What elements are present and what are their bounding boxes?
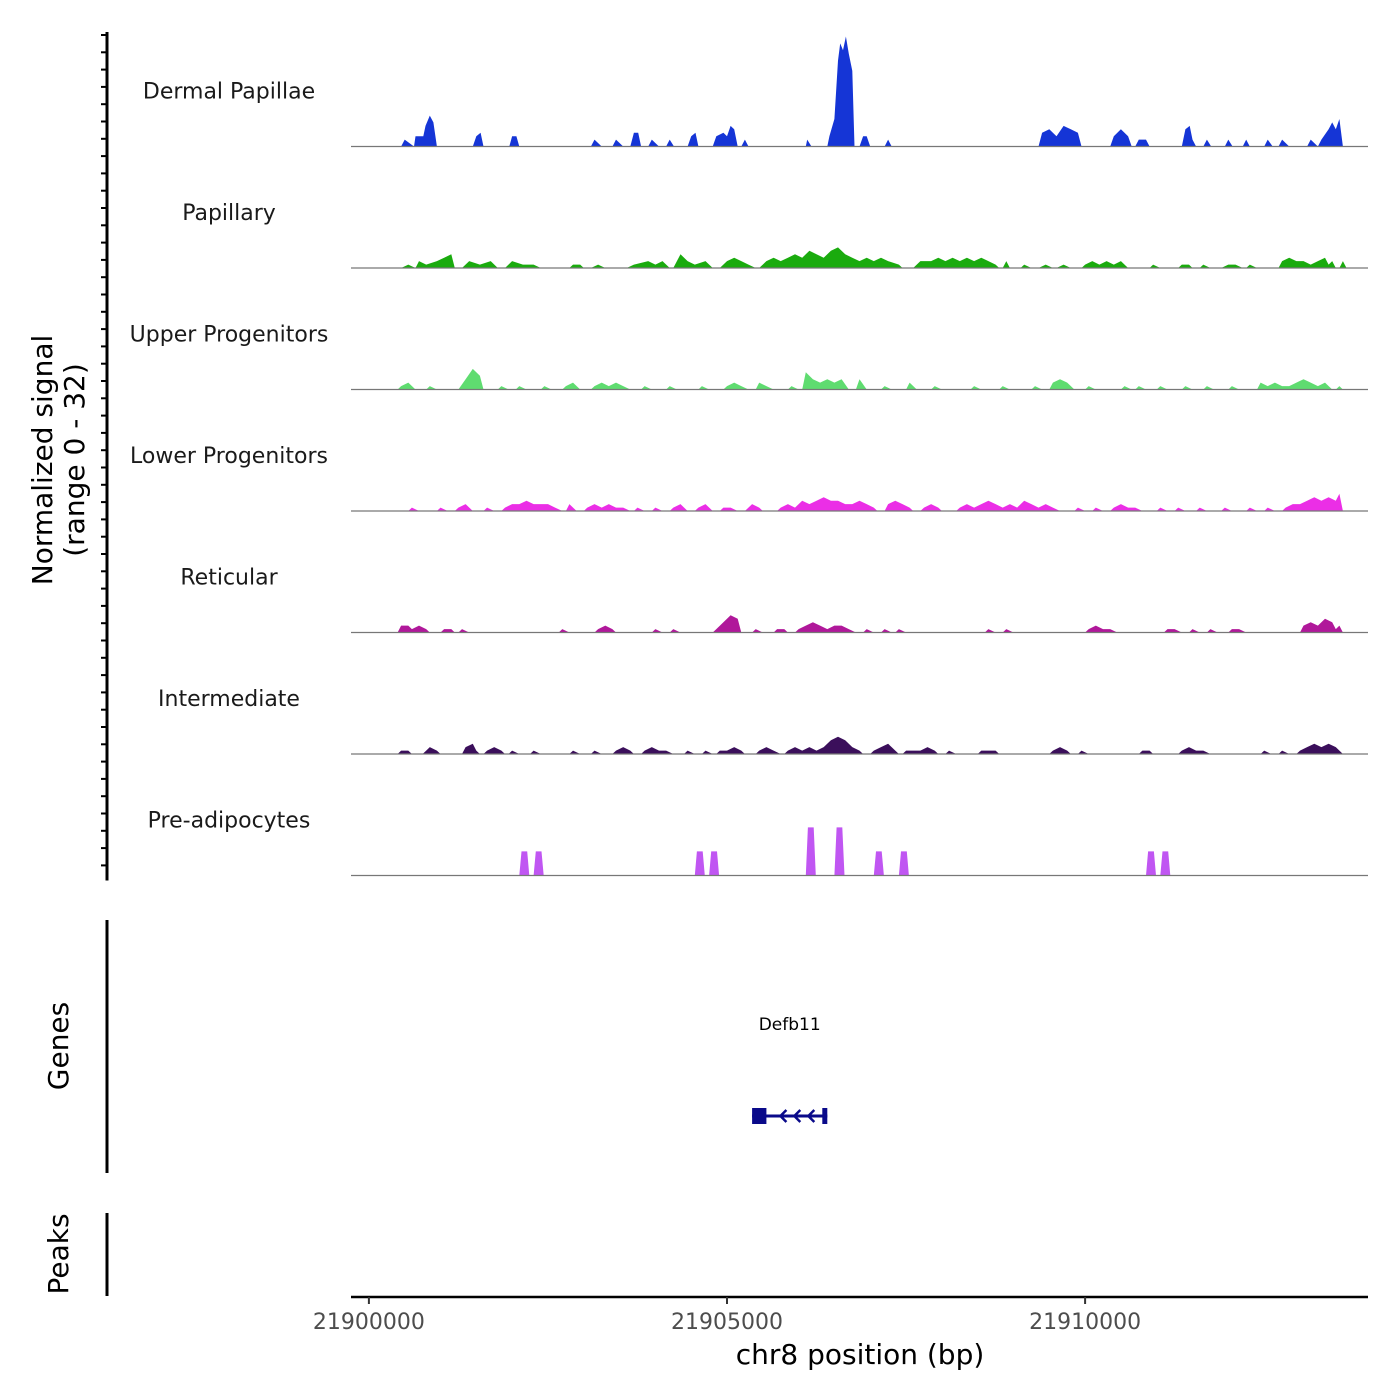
strand-arrow (792, 1109, 802, 1123)
genes-track-label: Genes (42, 1002, 75, 1090)
x-tick-label: 21905000 (671, 1310, 783, 1335)
coverage-area-lower-progenitors (408, 493, 1343, 511)
track-reticular: Reticular (180, 566, 1368, 634)
track-label-dermal-papillae: Dermal Papillae (143, 80, 315, 105)
coverage-tracks: Dermal Papillae Papillary Upper Progenitor… (130, 36, 1368, 877)
peaks-track-label: Peaks (42, 1213, 75, 1294)
track-label-lower-progenitors: Lower Progenitors (130, 444, 328, 469)
y-axis-title-line1: Normalized signal (26, 335, 59, 586)
track-lower-progenitors: Lower Progenitors (130, 444, 1368, 512)
track-dermal-papillae: Dermal Papillae (143, 36, 1368, 148)
y-axis-title-line2: (range 0 - 32) (58, 363, 91, 557)
gene-label: Defb11 (759, 1015, 821, 1035)
gene-exon (752, 1108, 767, 1124)
track-label-intermediate: Intermediate (158, 687, 300, 712)
track-label-reticular: Reticular (180, 566, 278, 591)
strand-arrow (806, 1109, 816, 1123)
coverage-area-papillary (401, 247, 1347, 268)
coverage-area-upper-progenitors (397, 368, 1343, 390)
coverage-area-pre-adipocytes (519, 827, 1171, 876)
track-label-pre-adipocytes: Pre-adipocytes (148, 809, 311, 834)
track-intermediate: Intermediate (158, 687, 1368, 755)
track-papillary: Papillary (182, 201, 1368, 269)
x-tick-label: 21900000 (313, 1310, 425, 1335)
gene-model-defb11: Defb11 (752, 1015, 828, 1124)
coverage-area-intermediate (397, 736, 1343, 754)
coverage-area-dermal-papillae (401, 36, 1343, 147)
coverage-area-reticular (397, 615, 1343, 633)
track-upper-progenitors: Upper Progenitors (130, 323, 1368, 391)
track-label-upper-progenitors: Upper Progenitors (130, 323, 329, 348)
x-axis-title: chr8 position (bp) (736, 1338, 985, 1371)
x-tick-label: 21910000 (1029, 1310, 1141, 1335)
track-pre-adipocytes: Pre-adipocytes (148, 809, 1368, 877)
gene-exon (822, 1108, 828, 1124)
gene-annotation-track: Defb11 (752, 1015, 828, 1124)
strand-arrow (778, 1109, 788, 1123)
track-label-papillary: Papillary (182, 201, 276, 226)
x-axis-ticks: 21900000 21905000 21910000 (313, 1297, 1141, 1335)
signal-y-axis (101, 32, 109, 881)
